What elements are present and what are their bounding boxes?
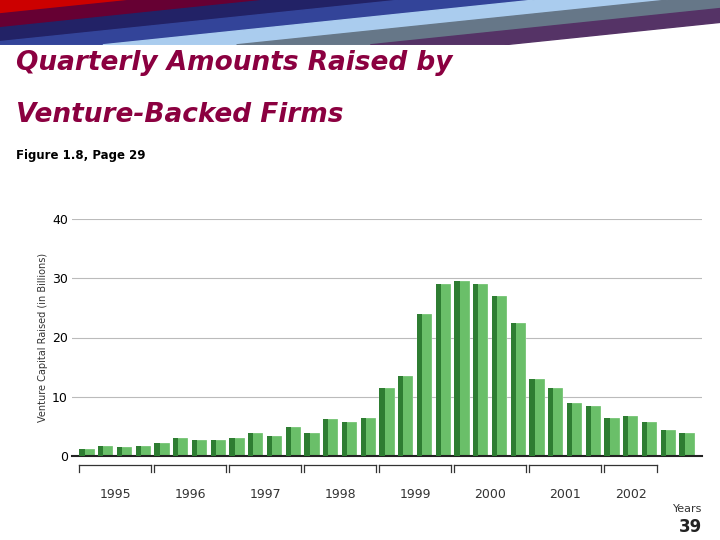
- Bar: [229, 438, 235, 456]
- Bar: [585, 406, 591, 456]
- Polygon shape: [0, 0, 401, 45]
- Bar: [660, 430, 666, 456]
- Bar: [379, 388, 395, 456]
- Bar: [173, 438, 189, 456]
- Bar: [229, 438, 245, 456]
- Bar: [192, 440, 207, 456]
- Polygon shape: [103, 0, 669, 45]
- Bar: [398, 376, 413, 456]
- Bar: [436, 284, 441, 456]
- Text: Quarterly Amounts Raised by: Quarterly Amounts Raised by: [16, 50, 452, 76]
- Bar: [623, 416, 639, 456]
- Bar: [623, 416, 629, 456]
- Bar: [342, 422, 357, 456]
- Bar: [604, 418, 610, 456]
- Text: 1998: 1998: [324, 488, 356, 501]
- Bar: [679, 433, 685, 456]
- Bar: [286, 427, 291, 456]
- Bar: [642, 422, 657, 456]
- Bar: [660, 430, 676, 456]
- Bar: [567, 403, 582, 456]
- Bar: [267, 435, 282, 456]
- Bar: [567, 403, 572, 456]
- Text: Years: Years: [672, 504, 702, 514]
- Bar: [436, 284, 451, 456]
- Text: 2002: 2002: [615, 488, 647, 501]
- Bar: [361, 418, 366, 456]
- Bar: [379, 388, 384, 456]
- Bar: [398, 376, 403, 456]
- Bar: [154, 443, 170, 456]
- Polygon shape: [237, 0, 720, 45]
- Polygon shape: [0, 0, 134, 45]
- Bar: [492, 296, 498, 456]
- Bar: [305, 433, 320, 456]
- Bar: [286, 427, 301, 456]
- Bar: [210, 440, 216, 456]
- Text: Figure 1.8, Page 29: Figure 1.8, Page 29: [16, 149, 145, 162]
- Bar: [98, 446, 104, 456]
- Bar: [210, 440, 226, 456]
- Bar: [342, 422, 347, 456]
- Bar: [248, 433, 264, 456]
- Text: Venture-Backed Firms: Venture-Backed Firms: [16, 102, 343, 127]
- Text: 1995: 1995: [99, 488, 131, 501]
- Text: 1996: 1996: [174, 488, 206, 501]
- Bar: [361, 418, 376, 456]
- Bar: [548, 388, 554, 456]
- Bar: [323, 420, 338, 456]
- Bar: [510, 322, 526, 456]
- Bar: [529, 379, 545, 456]
- Bar: [135, 446, 151, 456]
- Bar: [454, 281, 469, 456]
- Text: 1997: 1997: [249, 488, 281, 501]
- Bar: [79, 449, 85, 456]
- Bar: [305, 433, 310, 456]
- Bar: [192, 440, 197, 456]
- Bar: [117, 447, 132, 456]
- Bar: [604, 418, 620, 456]
- Bar: [417, 314, 432, 456]
- Bar: [117, 447, 122, 456]
- Bar: [473, 284, 488, 456]
- Polygon shape: [0, 0, 535, 45]
- Bar: [173, 438, 179, 456]
- Bar: [135, 446, 141, 456]
- Text: 2001: 2001: [549, 488, 581, 501]
- Text: 2000: 2000: [474, 488, 506, 501]
- Bar: [79, 449, 95, 456]
- Bar: [473, 284, 479, 456]
- Bar: [529, 379, 535, 456]
- Bar: [510, 322, 516, 456]
- Bar: [492, 296, 507, 456]
- Text: 39: 39: [679, 518, 702, 536]
- Bar: [454, 281, 459, 456]
- Bar: [154, 443, 160, 456]
- Bar: [248, 433, 253, 456]
- Bar: [548, 388, 564, 456]
- Bar: [642, 422, 647, 456]
- Polygon shape: [370, 0, 720, 45]
- Bar: [98, 446, 114, 456]
- Bar: [417, 314, 422, 456]
- Bar: [679, 433, 695, 456]
- Bar: [585, 406, 601, 456]
- Polygon shape: [0, 0, 267, 45]
- Bar: [323, 420, 328, 456]
- Text: 1999: 1999: [400, 488, 431, 501]
- Y-axis label: Venture Capital Raised (in Billions): Venture Capital Raised (in Billions): [37, 253, 48, 422]
- Bar: [267, 435, 272, 456]
